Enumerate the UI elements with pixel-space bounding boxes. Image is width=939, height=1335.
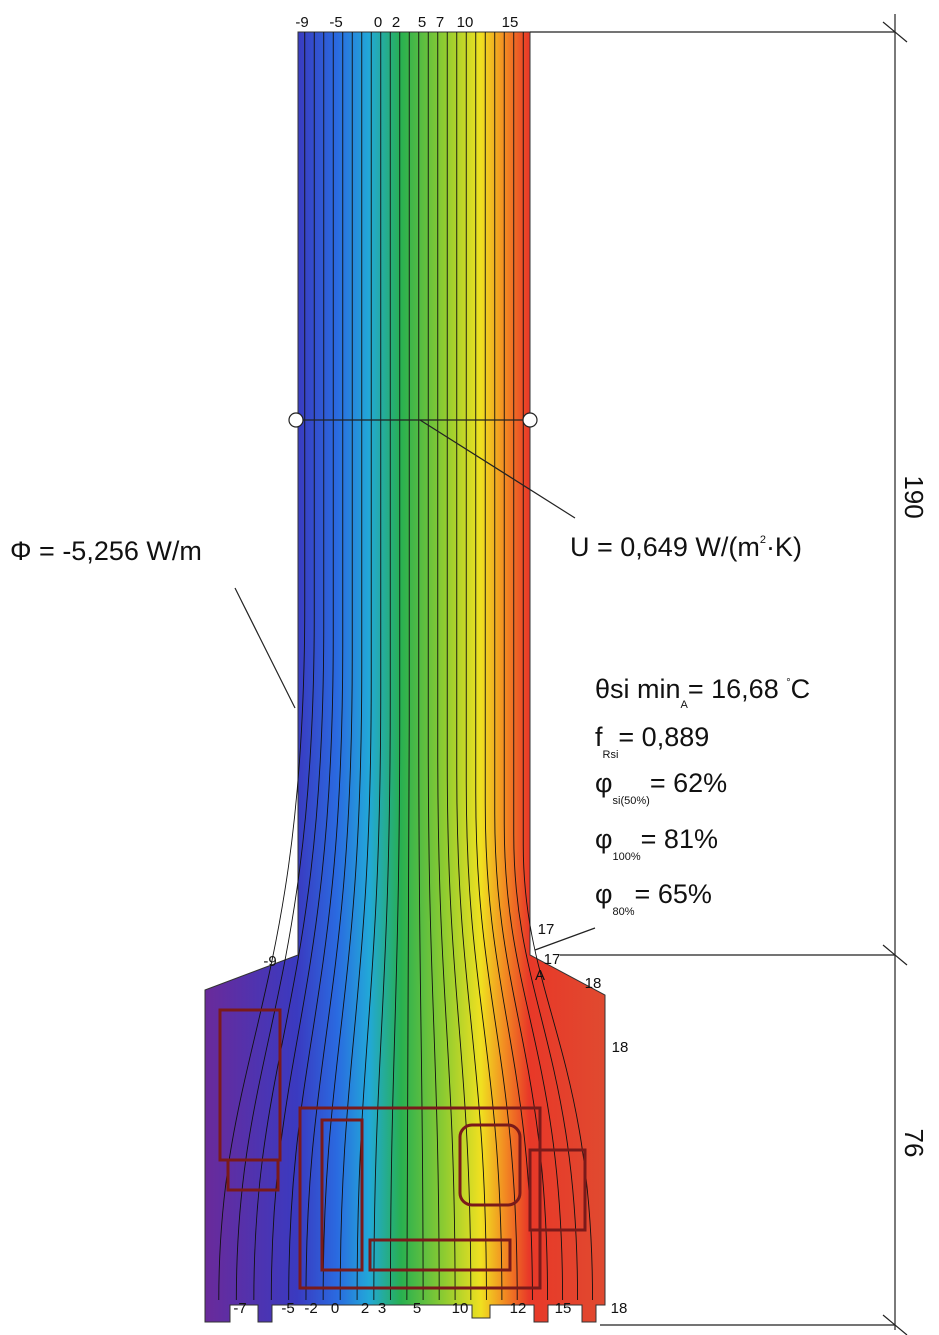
section	[205, 32, 605, 1322]
text: ·K)	[766, 532, 802, 562]
isotherm-label: 5	[413, 1300, 421, 1317]
isotherm-label: -2	[304, 1300, 317, 1317]
text: U = 0,649 W/(m	[570, 532, 760, 562]
frame	[205, 32, 605, 1322]
isotherm-label: 2	[392, 14, 400, 31]
isotherm-label: 10	[457, 14, 474, 31]
isotherm-diagram: -9 -5 0 2 5 7 10 15 -9 17 17 18 18 A -7 …	[0, 0, 939, 1335]
isotherm-label: 0	[331, 1300, 339, 1317]
isotherm-label: 18	[585, 975, 602, 992]
isotherm-label: 7	[436, 14, 444, 31]
subscript: si(50%)	[613, 795, 650, 807]
isotherm-label: -5	[281, 1300, 294, 1317]
isotherm-label: 5	[418, 14, 426, 31]
isotherm-label: 0	[374, 14, 382, 31]
isotherm-label: -9	[295, 14, 308, 31]
isotherm-label: 17	[538, 921, 555, 938]
isotherm-label: 12	[510, 1300, 527, 1317]
text: θsi min	[595, 674, 681, 704]
f-rsi: fRsi= 0,889	[595, 722, 709, 761]
isotherm-label: 3	[378, 1300, 386, 1317]
text: φ	[595, 768, 613, 798]
isotherm-label: -7	[233, 1300, 246, 1317]
isotherm-label: 15	[502, 14, 519, 31]
text: = 0,889	[618, 722, 709, 752]
isotherm-label: 17	[544, 951, 561, 968]
text: C	[791, 674, 811, 704]
theta-si-min: θsi minA= 16,68 °C	[595, 674, 810, 711]
phi-50: φsi(50%)= 62%	[595, 768, 727, 807]
text: φ	[595, 879, 613, 909]
heat-flux: Φ = -5,256 W/m	[10, 536, 202, 566]
isotherm-label: 10	[452, 1300, 469, 1317]
subscript: 80%	[613, 906, 635, 918]
text: = 62%	[650, 768, 727, 798]
isotherm-label: 18	[612, 1039, 629, 1056]
isotherm-label: -5	[329, 14, 342, 31]
isotherm-label: 18	[611, 1300, 628, 1317]
text: = 16,68	[688, 674, 786, 704]
subscript: Rsi	[603, 749, 619, 761]
point-label: A	[535, 967, 545, 984]
text: f	[595, 722, 603, 752]
dimension-label: 76	[899, 1129, 929, 1158]
top-labels: -9 -5 0 2 5 7 10 15	[295, 14, 518, 31]
text: Φ = -5,256 W/m	[10, 536, 202, 566]
phi-80: φ80%= 65%	[595, 879, 712, 918]
isotherm-label: 2	[361, 1300, 369, 1317]
isotherm-label: -9	[263, 953, 276, 970]
text: = 65%	[635, 879, 712, 909]
dimension-label: 190	[899, 475, 929, 518]
u-value: U = 0,649 W/(m2·K)	[570, 532, 802, 562]
phi-100: φ100%= 81%	[595, 824, 718, 863]
isotherm-label: 15	[555, 1300, 572, 1317]
dimensions: 190 76	[899, 475, 929, 1157]
text: φ	[595, 824, 613, 854]
subscript: 100%	[613, 851, 641, 863]
text: = 81%	[641, 824, 718, 854]
